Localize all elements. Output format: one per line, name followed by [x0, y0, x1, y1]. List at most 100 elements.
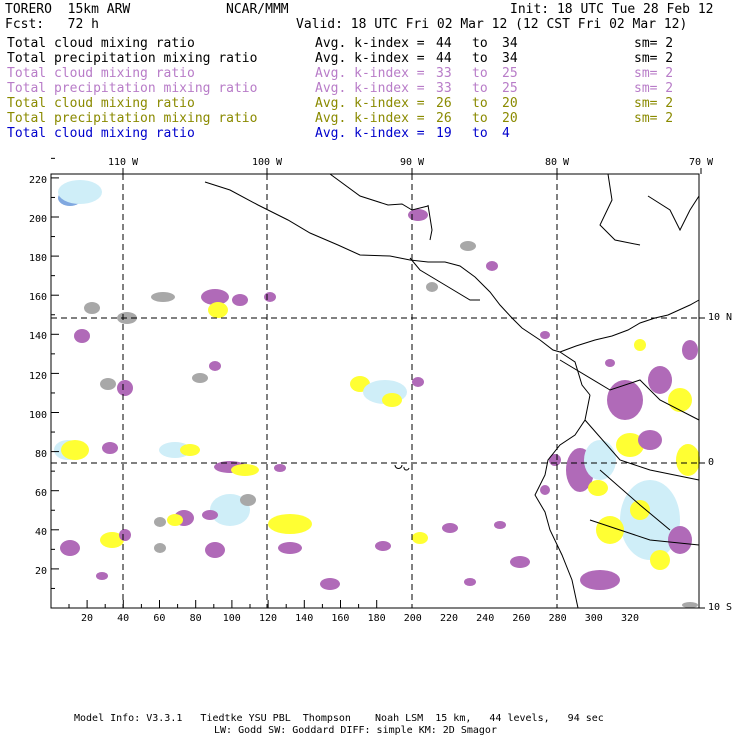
purple-field-blob — [682, 340, 698, 360]
legend-to-value: 25 — [502, 81, 518, 96]
legend-field: Total cloud mixing ratio — [7, 66, 195, 81]
plot-frame — [50, 173, 700, 609]
purple-field-blob — [201, 289, 229, 305]
legend-stat: Avg. k-index = — [315, 51, 433, 66]
yellow-field-blob — [650, 550, 670, 570]
purple-field-blob — [510, 556, 530, 568]
legend-from: 44 — [436, 36, 452, 51]
lightblue-field-blob — [584, 440, 616, 480]
legend-from: 33 — [436, 66, 452, 81]
field-fills — [54, 180, 700, 608]
legend-stat: Avg. k-index = — [315, 96, 433, 111]
left-axis-tick-label: 80 — [34, 448, 47, 460]
grey-field-blob — [426, 282, 438, 292]
top-axis-label: 70 W — [688, 157, 714, 168]
left-axis-tick-label: 60 — [34, 487, 47, 499]
legend-to: to — [472, 51, 488, 66]
left-axis-tick-label: 180 — [28, 253, 47, 265]
right-axis-label: 10 S — [708, 602, 733, 613]
yellow-field-blob — [668, 388, 692, 412]
bottom-axis-tick-label: 180 — [367, 613, 386, 624]
legend-smoothing: sm= 2 — [634, 66, 674, 81]
legend-field: Total cloud mixing ratio — [7, 126, 195, 141]
bottom-axis-tick-label: 320 — [620, 613, 640, 624]
legend-stat: Avg. k-index = — [315, 111, 433, 126]
purple-field-blob — [60, 540, 80, 556]
purple-field-blob — [412, 377, 424, 387]
purple-field-blob — [74, 329, 90, 343]
right-axis-label: 0 — [708, 457, 715, 468]
grey-field-blob — [84, 302, 100, 314]
yellow-field-blob — [268, 514, 312, 534]
grey-field-blob — [154, 517, 166, 527]
purple-field-blob — [605, 359, 615, 367]
legend-to-value: 20 — [502, 111, 518, 126]
legend-to-value: 34 — [502, 51, 518, 66]
legend-to: to — [472, 66, 488, 81]
top-axis-label: 100 W — [251, 157, 283, 168]
legend-field: Total precipitation mixing ratio — [7, 51, 258, 66]
purple-field-blob — [540, 331, 550, 339]
yellow-field-blob — [180, 444, 200, 456]
legend-smoothing: sm= 2 — [634, 81, 674, 96]
legend-stat: Avg. k-index = — [315, 126, 433, 141]
legend-from: 26 — [436, 96, 452, 111]
lightblue-field-blob — [58, 180, 102, 204]
legend-to: to — [472, 126, 488, 141]
bottom-axis-tick-label: 220 — [439, 613, 459, 624]
left-axis-tick-label: 160 — [28, 292, 47, 304]
yellow-field-blob — [676, 444, 700, 476]
left-axis-tick-label: 20 — [34, 566, 47, 577]
legend-to-value: 25 — [502, 66, 518, 81]
purple-field-blob — [464, 578, 476, 586]
legend-to: to — [472, 81, 488, 96]
top-axis-label: 90 W — [399, 157, 425, 168]
country-border — [589, 519, 700, 546]
yellow-field-blob — [61, 440, 89, 460]
legend-stat: Avg. k-index = — [315, 81, 433, 96]
yellow-field-blob — [634, 339, 646, 351]
left-axis-tick-label: 120 — [28, 370, 47, 382]
grey-field-blob — [240, 494, 256, 506]
yellow-field-blob — [231, 464, 259, 476]
bottom-axis-tick-label: 120 — [258, 613, 278, 624]
init-time: Init: 18 UTC Tue 28 Feb 12 — [510, 2, 714, 17]
coastline-segment — [204, 181, 561, 353]
purple-field-blob — [540, 485, 550, 495]
legend-field: Total cloud mixing ratio — [7, 36, 195, 51]
footer-model-info: Model Info: V3.3.1 Tiedtke YSU PBL Thomp… — [74, 713, 604, 724]
legend-stat: Avg. k-index = — [315, 66, 433, 81]
legend-from: 26 — [436, 111, 452, 126]
purple-field-blob — [607, 380, 643, 420]
axis-ticks — [51, 157, 705, 609]
purple-field-blob — [668, 526, 692, 554]
coastline-segment — [647, 195, 700, 232]
legend-smoothing: sm= 2 — [634, 96, 674, 111]
coastline-segment — [329, 173, 429, 211]
legend-to: to — [472, 36, 488, 51]
purple-field-blob — [232, 294, 248, 306]
purple-field-blob — [648, 366, 672, 394]
legend-field: Total precipitation mixing ratio — [7, 81, 258, 96]
legend-from: 33 — [436, 81, 452, 96]
left-axis-tick-label: 40 — [34, 526, 47, 538]
bottom-axis-tick-label: 240 — [476, 613, 495, 624]
purple-field-blob — [320, 578, 340, 590]
bottom-axis-tick-label: 140 — [295, 613, 314, 624]
coastline-segment — [559, 351, 591, 396]
bottom-axis-tick-label: 20 — [80, 613, 94, 624]
yellow-field-blob — [412, 532, 428, 544]
bottom-axis-tick-label: 200 — [403, 613, 422, 624]
legend-field: Total cloud mixing ratio — [7, 96, 195, 111]
yellow-field-blob — [208, 302, 228, 318]
purple-field-blob — [119, 529, 131, 541]
org-label: NCAR/MMM — [226, 2, 289, 17]
lightblue-field-blob — [210, 494, 250, 526]
purple-field-blob — [408, 209, 428, 221]
bottom-axis-tick-label: 300 — [584, 613, 603, 624]
purple-field-blob — [494, 521, 506, 529]
left-axis-tick-label: 140 — [28, 331, 47, 343]
grey-field-blob — [151, 292, 175, 302]
country-border — [559, 359, 700, 421]
